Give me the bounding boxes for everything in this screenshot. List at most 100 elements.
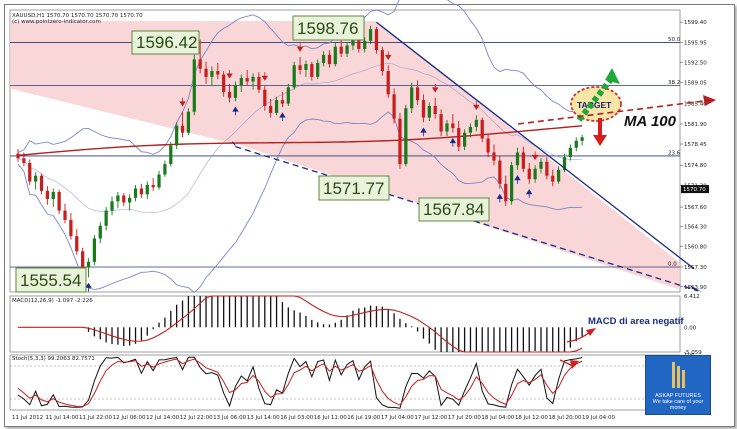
stochastic-panel: 10080200 [9, 353, 695, 414]
candle [204, 61, 208, 84]
candle [445, 119, 449, 137]
candle-body [462, 132, 467, 147]
candle-body [75, 236, 79, 252]
macd-tick-label: 6.412 [684, 294, 700, 300]
price-tick-label: 1564.30 [684, 224, 707, 230]
candle-body [34, 175, 38, 182]
candle-body [233, 85, 238, 98]
price-tick-label: 1595.95 [684, 40, 707, 46]
candle-body [257, 76, 261, 90]
time-tick-label: 17 Jul 12:00 [414, 415, 447, 421]
time-axis: 11 Jul 2012 11 Jul 14:00 11 Jul 22:00 12 Ju… [12, 415, 615, 421]
candle [22, 152, 26, 167]
candle-body [427, 105, 431, 118]
stoch-d-line [17, 358, 583, 408]
candle-body [580, 137, 584, 141]
candle-body [292, 65, 296, 88]
signal-arrows [85, 19, 539, 292]
candle [527, 162, 531, 184]
down-arrow-icon [431, 83, 439, 93]
time-tick-label: 18 Jul 04:00 [481, 415, 514, 421]
candle-body [269, 105, 273, 113]
candle-body [110, 201, 114, 211]
candle-body [192, 59, 196, 112]
candle-body [22, 158, 26, 163]
candle-body [404, 108, 408, 165]
macd-signal-line [18, 295, 583, 353]
candle [480, 117, 484, 142]
candle-body [521, 152, 525, 169]
candle-body [92, 238, 97, 262]
candle [157, 171, 161, 190]
candle-body [504, 183, 508, 202]
candle [133, 185, 138, 202]
candle-body [28, 162, 32, 182]
price-tick-label: 1585.40 [684, 102, 707, 108]
candle [427, 102, 431, 122]
bull-arrow-icon [576, 68, 620, 122]
time-tick-label: 16 Jul 03:00 [280, 415, 313, 421]
candle [562, 153, 567, 173]
candle-body [439, 114, 443, 132]
candle-body [104, 210, 108, 226]
candle [180, 111, 185, 138]
candle [145, 181, 149, 199]
candle-body [374, 29, 379, 51]
candle-body [81, 251, 85, 268]
price-tick-label: 1581.90 [684, 122, 707, 128]
candle [122, 193, 126, 206]
candle [486, 133, 490, 158]
candle [568, 144, 572, 161]
time-tick-label: 12 Jul 06:00 [113, 415, 146, 421]
candle [415, 80, 420, 105]
candle-body [186, 111, 191, 133]
candle-body [157, 174, 161, 188]
price-axis: 1599.40 1595.95 1592.50 1589.05 1585.40 1581.… [680, 20, 709, 291]
price-label-1567: 1567.84 [418, 197, 490, 222]
candle-body [380, 50, 384, 72]
time-tick-label: 12 Jul 22:00 [180, 415, 213, 421]
descending-channel-fill [10, 21, 680, 290]
candle-body [445, 123, 449, 132]
candle [151, 178, 155, 191]
down-arrow-icon [384, 51, 392, 60]
stoch-arrow [559, 359, 579, 369]
candle [251, 73, 255, 90]
candle-body [45, 190, 49, 199]
up-arrow-icon [514, 175, 521, 184]
candle [327, 50, 332, 68]
candle-body [86, 261, 91, 268]
price-label-1596: 1596.42 [131, 30, 200, 55]
stoch-header: Stoch(5,3,3) 99.2063 82.7571 [12, 356, 95, 362]
candle-body [163, 164, 167, 175]
time-tick-label: 11 Jul 22:00 [79, 415, 112, 421]
source-watermark: (c) www.pointzero-indicator.com [12, 19, 101, 25]
down-arrow-icon [296, 43, 304, 52]
candle [333, 43, 337, 67]
candle-body [345, 45, 349, 54]
candle-body [122, 195, 126, 203]
candle [545, 157, 549, 180]
down-arrow-icon [473, 101, 480, 110]
candle [404, 104, 408, 167]
candle-body [562, 157, 567, 170]
candle-body [357, 37, 361, 49]
candle [474, 115, 478, 132]
price-tick-label: 1599.40 [684, 20, 707, 26]
candle-body [339, 46, 343, 54]
candle-body [210, 71, 214, 77]
candle-body [280, 100, 285, 104]
ma-target-arrow [517, 95, 716, 125]
candle [492, 144, 496, 166]
candle [110, 196, 114, 216]
candle [368, 25, 373, 45]
price-label-1571: 1571.77 [318, 175, 390, 201]
candle [386, 65, 390, 98]
time-tick-label: 12 Jul 14:00 [146, 415, 179, 421]
candle-body [545, 161, 549, 176]
price-tick-label: 1557.30 [684, 265, 707, 271]
macd-arrow [566, 328, 596, 343]
time-tick-label: 19 Jul 04:00 [582, 415, 615, 421]
down-arrow-icon [226, 69, 233, 79]
up-arrow-icon [232, 106, 239, 116]
